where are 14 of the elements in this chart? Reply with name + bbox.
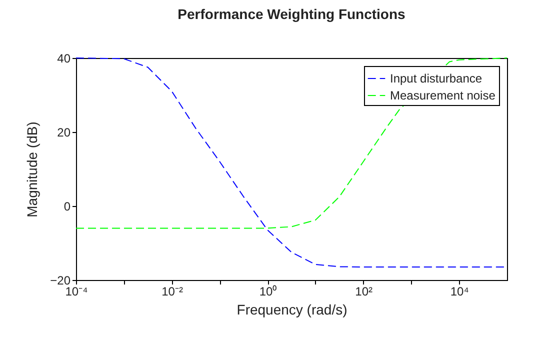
x-tick-label: 10² xyxy=(355,284,373,298)
y-tick-label: 20 xyxy=(57,126,71,140)
legend-label: Input disturbance xyxy=(390,72,482,86)
chart-title: Performance Weighting Functions xyxy=(178,6,406,22)
x-tick-label: 10⁻⁴ xyxy=(65,284,88,298)
x-tick-label: 10⁻² xyxy=(162,284,183,298)
x-tick-label: 10⁰ xyxy=(259,284,277,298)
x-tick-label: 10⁴ xyxy=(450,284,469,298)
x-axis-title: Frequency (rad/s) xyxy=(236,302,348,318)
y-tick-label: 0 xyxy=(64,200,71,214)
y-axis-title: Magnitude (dB) xyxy=(24,122,40,218)
y-tick-label: 40 xyxy=(57,52,71,66)
y-tick-label: −20 xyxy=(50,274,71,288)
legend-label: Measurement noise xyxy=(390,88,496,102)
